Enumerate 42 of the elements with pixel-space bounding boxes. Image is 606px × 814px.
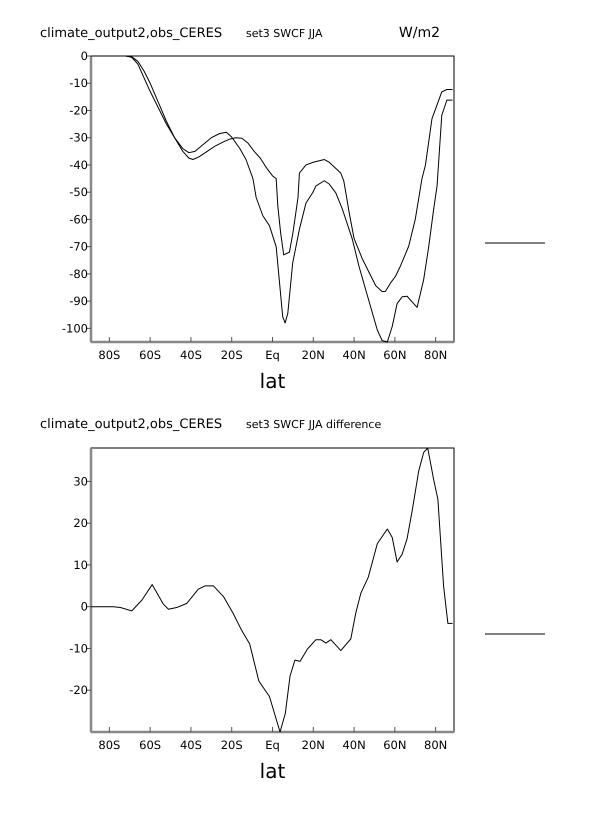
chart-subtitle: set3 SWCF JJA difference [246, 418, 382, 431]
y-tick-label: -40 [69, 158, 88, 172]
x-tick-label: 60N [383, 348, 406, 362]
y-tick-label: 10 [73, 558, 88, 572]
y-tick-label: 0 [80, 49, 88, 63]
y-tick-label: -20 [69, 103, 88, 118]
y-tick-label: -100 [62, 321, 88, 336]
y-tick-label: -50 [69, 185, 88, 200]
x-tick-label: 40N [342, 348, 366, 362]
y-tick-label: -90 [69, 294, 88, 308]
x-tick-label: 60S [139, 348, 162, 362]
x-tick-label: 40S [180, 348, 202, 362]
x-tick-label: Eq [265, 348, 280, 362]
y-tick-label: -30 [69, 130, 88, 145]
x-tick-label: 60N [383, 738, 406, 752]
x-tick-label: Eq [265, 738, 280, 752]
x-tick-label: 40S [180, 738, 202, 752]
x-tick-label: 80N [424, 348, 448, 362]
chart-subtitle: set3 SWCF JJA [246, 27, 323, 40]
x-tick-label: 80N [424, 738, 448, 752]
y-tick-label: -60 [69, 212, 88, 226]
y-tick-label: -10 [69, 641, 88, 656]
y-tick-label: 30 [73, 474, 88, 488]
chart-title: climate_output2,obs_CERES [40, 26, 222, 41]
y-tick-label: -10 [69, 76, 88, 90]
x-tick-label: 40N [342, 738, 366, 752]
y-tick-label: 0 [80, 600, 88, 614]
x-tick-label: 20N [302, 348, 325, 362]
x-tick-label: 80S [98, 348, 120, 362]
y-tick-label: -70 [69, 240, 88, 254]
x-tick-label: 20S [220, 738, 243, 752]
chart-title: climate_output2,obs_CERES [40, 417, 222, 432]
x-axis-title: lat [260, 369, 286, 393]
text: W/m2 [398, 25, 440, 41]
x-tick-label: 20S [220, 348, 243, 362]
y-tick-label: 20 [73, 516, 88, 530]
x-tick-label: 80S [98, 738, 120, 752]
y-tick-label: -80 [69, 266, 88, 281]
x-tick-label: 60S [139, 738, 162, 752]
x-tick-label: 20N [302, 738, 325, 752]
y-tick-label: -20 [69, 683, 88, 698]
x-axis-title: lat [260, 759, 286, 783]
